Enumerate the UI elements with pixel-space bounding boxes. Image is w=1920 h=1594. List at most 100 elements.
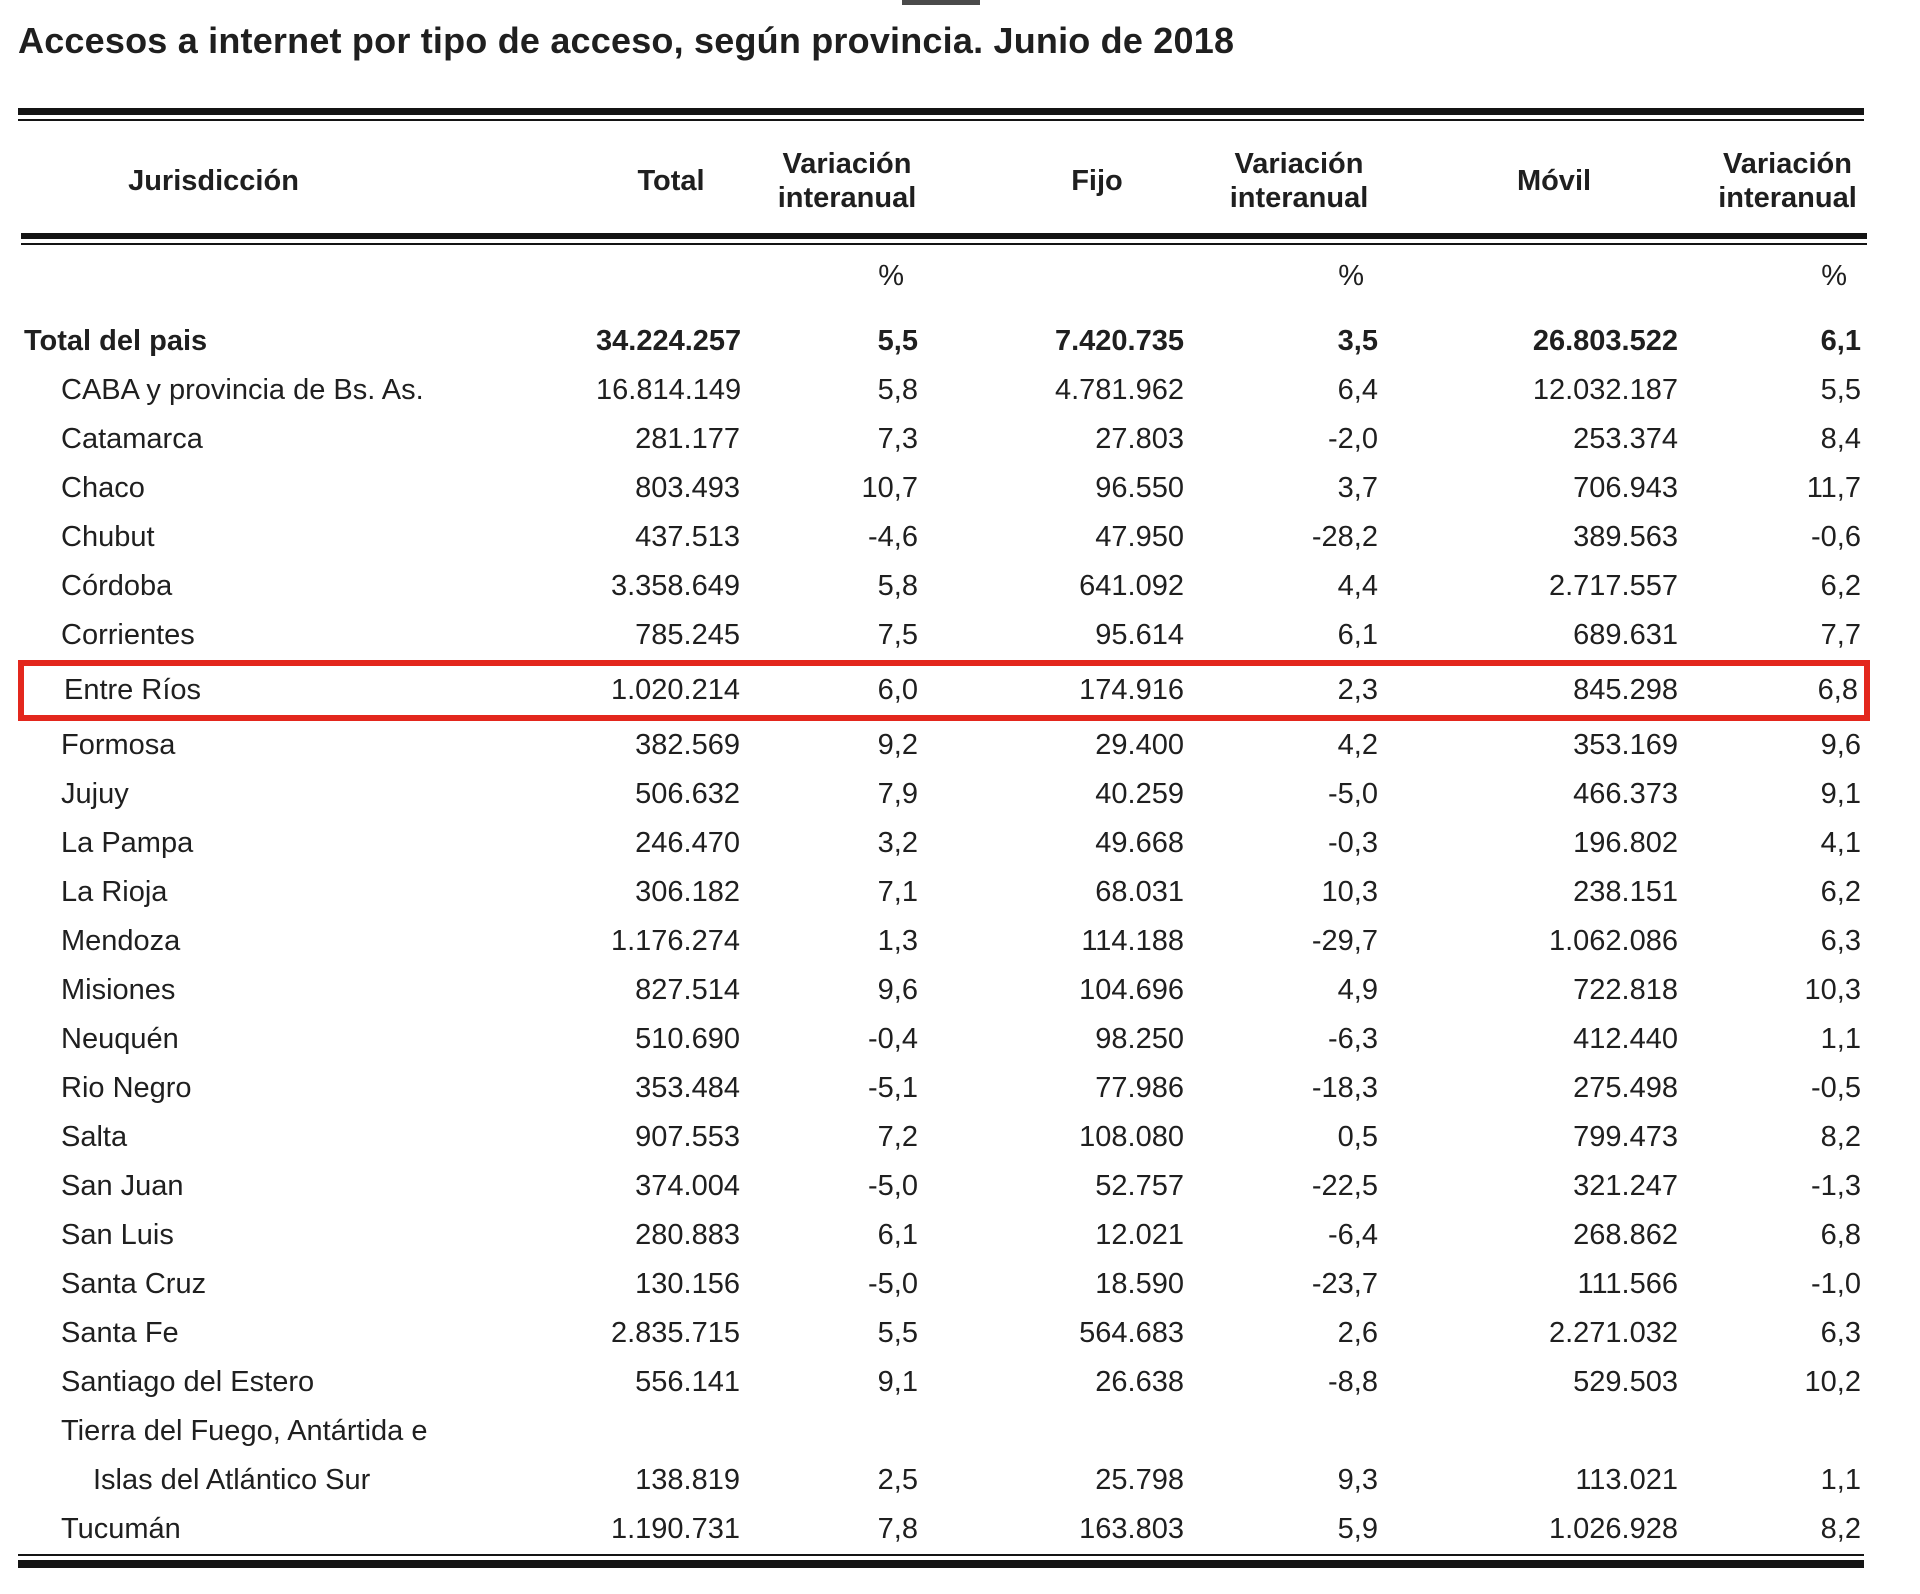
row-label: Corrientes [61,619,195,651]
cell-total: 803.493 [635,472,740,504]
row-label: Entre Ríos [64,674,201,706]
row-label-cell: Tucumán [21,1505,596,1554]
row-label: Jujuy [61,778,129,810]
cell-variacion-total: 5,8 [877,570,918,602]
cell-total: 280.883 [635,1219,740,1251]
table-bottom-rule-thick [18,1560,1864,1568]
cell-variacion-fijo: -5,0 [1328,778,1378,810]
row-label-cell: Corrientes [21,611,596,663]
row-label: Salta [61,1121,128,1153]
cell-variacion-total: 1,3 [877,925,918,957]
row-label: Córdoba [61,570,173,602]
cell-variacion-total: 9,2 [877,729,918,761]
cell-variacion-movil: -0,5 [1811,1072,1861,1104]
table-row: Misiones 827.514 9,6 104.696 4,9 722.818… [21,966,1867,1015]
cell-fijo: 18.590 [1095,1268,1184,1300]
cell-total: 785.245 [635,619,740,651]
cell-fijo: 12.021 [1095,1219,1184,1251]
cell-movil: 238.151 [1573,876,1678,908]
cell-total: 1.176.274 [610,925,740,957]
cell-movil: 466.373 [1573,778,1678,810]
table-row: Chaco 803.493 10,7 96.550 3,7 706.943 11… [21,464,1867,513]
cell-fijo: 27.803 [1095,423,1184,455]
cell-total: 437.513 [635,521,740,553]
cell-total: 16.814.149 [596,374,742,406]
cell-variacion-total: 9,1 [877,1366,918,1398]
table-row: Mendoza 1.176.274 1,3 114.188 -29,7 1.06… [21,917,1867,966]
cell-variacion-total: 5,8 [877,374,918,406]
row-label-cell: Córdoba [21,562,596,611]
cell-variacion-fijo: 3,5 [1337,325,1378,357]
row-label-cell: Santa Fe [21,1309,596,1358]
cell-movil: 722.818 [1573,974,1678,1006]
cell-variacion-fijo: 6,4 [1337,374,1378,406]
cell-variacion-fijo: 6,1 [1337,619,1378,651]
table-row: Santa Cruz 130.156 -5,0 18.590 -23,7 111… [21,1260,1867,1309]
unit-row: % % % [21,245,1867,317]
row-label: Tierra del Fuego, Antártida e [61,1415,428,1447]
scan-artifact-mark [902,0,980,5]
cell-variacion-movil: 6,1 [1820,325,1861,357]
table-row: San Luis 280.883 6,1 12.021 -6,4 268.862… [21,1211,1867,1260]
row-label-cell: Formosa [21,718,596,770]
unit-percent-fijo: % [1338,260,1364,292]
data-table: Jurisdicción Total Variación interanual … [18,108,1870,1568]
col-header-variacion-fijo: Variación interanual [1229,148,1369,214]
header-row: Jurisdicción Total Variación interanual … [21,121,1867,233]
cell-movil: 2.717.557 [1548,570,1678,602]
cell-variacion-movil: 6,8 [1684,660,1870,721]
cell-variacion-total: 5,5 [877,1317,918,1349]
cell-variacion-movil: 6,8 [1820,1219,1861,1251]
table-row: Entre Ríos 1.020.214 6,0 174.916 2,3 845… [18,660,1870,721]
cell-movil: 12.032.187 [1532,374,1678,406]
cell-total: 374.004 [635,1170,740,1202]
cell-variacion-total: 6,0 [746,660,924,721]
cell-variacion-total: 3,2 [877,827,918,859]
col-header-variacion-total: Variación interanual [777,148,917,214]
table-row: Chubut 437.513 -4,6 47.950 -28,2 389.563… [21,513,1867,562]
cell-variacion-movil: -1,0 [1811,1268,1861,1300]
cell-movil: 689.631 [1573,619,1678,651]
row-label: Formosa [61,729,176,761]
row-label-cell: Mendoza [21,917,596,966]
unit-empty [596,245,746,317]
row-label: Catamarca [61,423,203,455]
cell-total: 2.835.715 [610,1317,740,1349]
row-label-cell: Santa Cruz [21,1260,596,1309]
cell-total: 382.569 [635,729,740,761]
cell-variacion-movil: 1,1 [1820,1023,1861,1055]
accesses-table: Jurisdicción Total Variación interanual … [18,121,1870,1554]
table-top-rule-thick [18,108,1864,115]
cell-variacion-fijo: 3,7 [1337,472,1378,504]
cell-variacion-total: 7,8 [877,1513,918,1545]
cell-total: 510.690 [635,1023,740,1055]
cell-fijo: 25.798 [1095,1464,1184,1496]
row-label-cell: Salta [21,1113,596,1162]
cell-variacion-total: 2,5 [877,1464,918,1496]
cell-total: 1.190.731 [610,1513,740,1545]
unit-percent-total: % [878,260,904,292]
cell-variacion-total: 7,9 [877,778,918,810]
col-header-total: Total [637,165,705,197]
cell-variacion-total: 7,1 [877,876,918,908]
cell-variacion-movil: 4,1 [1820,827,1861,859]
row-label-cell: Santiago del Estero [21,1358,596,1407]
row-label-line2: Islas del Atlántico Sur [93,1464,371,1496]
table-row: San Juan 374.004 -5,0 52.757 -22,5 321.2… [21,1162,1867,1211]
cell-variacion-movil: 11,7 [1806,472,1861,504]
col-header-fijo: Fijo [1071,165,1123,197]
row-label-cell: La Pampa [21,819,596,868]
cell-total: 130.156 [635,1268,740,1300]
cell-fijo: 68.031 [1095,876,1184,908]
cell-total: 34.224.257 [596,325,742,357]
cell-variacion-movil: 5,5 [1820,374,1861,406]
unit-percent-movil: % [1821,260,1847,292]
col-header-variacion-movil: Variación interanual [1718,148,1857,214]
cell-fijo: 163.803 [1079,1513,1184,1545]
row-label-cell: La Rioja [21,868,596,917]
cell-movil: 799.473 [1573,1121,1678,1153]
unit-empty [1384,245,1684,317]
cell-variacion-fijo: 10,3 [1321,876,1378,908]
cell-variacion-movil: -1,3 [1811,1170,1861,1202]
row-label: Santa Cruz [61,1268,207,1300]
